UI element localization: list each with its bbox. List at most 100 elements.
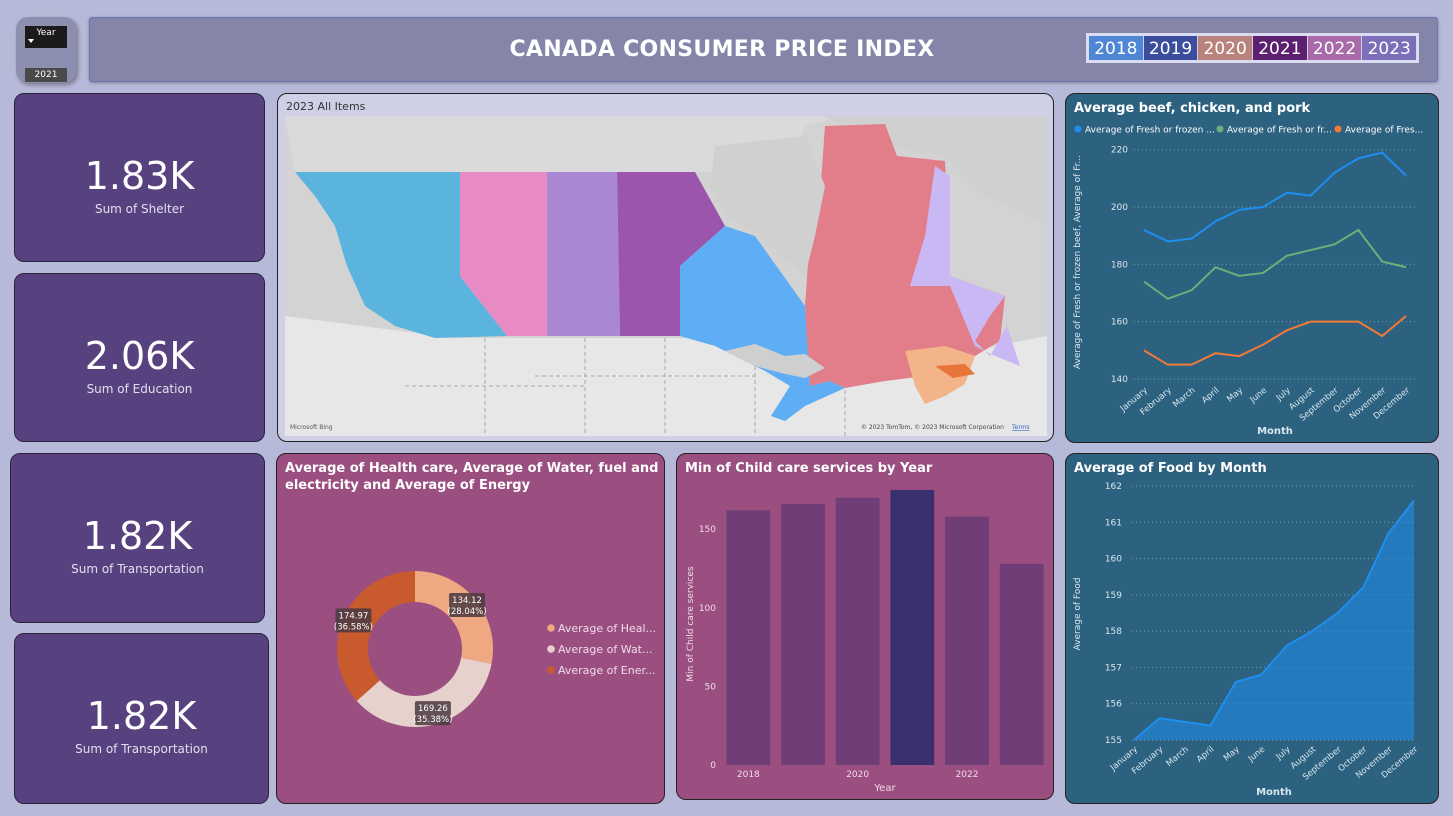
kpi-label: Sum of Transportation bbox=[71, 562, 204, 576]
x-tick-label: 2020 bbox=[846, 770, 869, 780]
legend-marker bbox=[547, 645, 555, 653]
kpi-card-transportation[interactable]: 1.82K Sum of Transportation bbox=[10, 453, 265, 623]
y-tick-label: 0 bbox=[710, 761, 716, 771]
series-line bbox=[1143, 228, 1407, 300]
map-terms-link[interactable]: Terms bbox=[1011, 424, 1030, 431]
area-fill bbox=[1134, 500, 1414, 740]
data-label-bg bbox=[335, 608, 372, 633]
legend-marker bbox=[1216, 125, 1224, 133]
x-tick-label: July bbox=[1274, 745, 1293, 763]
y-tick-label: 159 bbox=[1105, 591, 1122, 601]
bar-2020 bbox=[835, 497, 880, 765]
kpi-card-shelter[interactable]: 1.83K Sum of Shelter bbox=[14, 93, 265, 262]
kpi-label: Sum of Transportation bbox=[75, 742, 208, 756]
y-tick-label: 200 bbox=[1111, 203, 1128, 213]
map-title: 2023 All Items bbox=[286, 100, 366, 113]
province-pei[interactable] bbox=[935, 364, 975, 378]
x-tick-label: May bbox=[1225, 386, 1245, 405]
x-tick-label: 2018 bbox=[737, 770, 760, 780]
province-alberta[interactable] bbox=[460, 172, 547, 336]
data-label-bg bbox=[449, 593, 486, 618]
year-slicer[interactable]: Year 2021 bbox=[16, 17, 76, 83]
series-line bbox=[1143, 315, 1407, 366]
y-axis-title: Average of Food bbox=[1073, 578, 1083, 651]
y-tick-label: 155 bbox=[1105, 736, 1122, 746]
kpi-label: Sum of Shelter bbox=[94, 202, 185, 216]
bar-2019 bbox=[781, 504, 825, 765]
chart-title: Min of Child care services by Year bbox=[685, 461, 933, 476]
legend-label: Average of Fresh or frozen ... bbox=[1085, 126, 1215, 136]
map-logo: Microsoft Bing bbox=[290, 424, 333, 431]
legend-label: Average of Heal... bbox=[558, 622, 656, 635]
legend-label: Average of Ener... bbox=[558, 664, 655, 677]
x-tick-label: March bbox=[1171, 386, 1197, 410]
y-axis-title: Min of Child care services bbox=[686, 566, 696, 682]
year-button-group: 2018 2019 2020 2021 2022 2023 bbox=[1086, 33, 1419, 63]
bar-2022 bbox=[945, 516, 989, 765]
y-tick-label: 50 bbox=[705, 682, 717, 692]
series-line bbox=[1143, 151, 1407, 243]
data-label-value: 134.12 bbox=[452, 596, 482, 606]
year-slicer-label: Year bbox=[25, 26, 67, 40]
province-map[interactable]: Microsoft Bing © 2023 TomTom, © 2023 Mic… bbox=[285, 116, 1047, 436]
y-tick-label: 156 bbox=[1105, 700, 1122, 710]
donut-slice bbox=[415, 571, 493, 664]
y-tick-label: 140 bbox=[1111, 375, 1128, 385]
series-line bbox=[1133, 499, 1415, 741]
year-button-2021[interactable]: 2021 bbox=[1253, 36, 1308, 60]
x-tick-label: April bbox=[1200, 386, 1221, 406]
province-maritimes[interactable] bbox=[905, 346, 975, 404]
health-water-energy-panel: Average of Health care, Average of Water… bbox=[276, 453, 665, 804]
page-title: CANADA CONSUMER PRICE INDEX bbox=[509, 37, 935, 62]
northern-islands bbox=[823, 116, 1047, 226]
kpi-value: 1.83K bbox=[84, 154, 195, 198]
legend-marker bbox=[1074, 125, 1082, 133]
year-button-2020[interactable]: 2020 bbox=[1198, 36, 1254, 60]
y-tick-label: 157 bbox=[1105, 663, 1122, 673]
year-button-2023[interactable]: 2023 bbox=[1362, 36, 1417, 60]
chart-title: Average of Health care, Average of Water… bbox=[285, 460, 658, 494]
us-landmass bbox=[285, 316, 1047, 436]
x-axis-title: Month bbox=[1257, 426, 1293, 437]
data-label-pct: (35.38%) bbox=[413, 715, 452, 725]
year-button-2022[interactable]: 2022 bbox=[1307, 36, 1363, 60]
y-axis-title: Average of Fresh or frozen beef, Average… bbox=[1073, 155, 1083, 369]
province-newfoundland-labrador[interactable] bbox=[910, 166, 1020, 366]
x-tick-label: June bbox=[1246, 745, 1267, 765]
y-tick-label: 161 bbox=[1105, 518, 1122, 528]
data-label-pct: (36.58%) bbox=[334, 622, 373, 632]
chart-title-line-2: electricity and Average of Energy bbox=[285, 478, 531, 493]
kpi-card-education[interactable]: 2.06K Sum of Education bbox=[14, 273, 265, 442]
legend-marker bbox=[547, 624, 555, 632]
kpi-value: 1.82K bbox=[82, 514, 193, 558]
donut-slice bbox=[337, 571, 415, 701]
food-panel: Average of Food by Month 155 156 157 158 159… bbox=[1065, 453, 1439, 804]
year-button-2019[interactable]: 2019 bbox=[1143, 36, 1199, 60]
hudson-bay bbox=[710, 136, 825, 276]
legend-label: Average of Fresh or fr... bbox=[1227, 126, 1332, 136]
x-tick-label: 2022 bbox=[956, 770, 979, 780]
map-panel: 2023 All Items bbox=[277, 93, 1054, 442]
y-tick-label: 150 bbox=[699, 525, 716, 535]
kpi-value: 2.06K bbox=[84, 334, 195, 378]
province-quebec[interactable] bbox=[805, 124, 1005, 388]
great-lakes bbox=[725, 344, 825, 378]
y-tick-label: 220 bbox=[1111, 146, 1128, 156]
beef-chicken-pork-panel: Average beef, chicken, and pork Average … bbox=[1065, 93, 1439, 443]
data-label-pct: (28.04%) bbox=[448, 607, 487, 617]
year-slicer-value[interactable]: 2021 bbox=[25, 68, 67, 82]
year-button-2018[interactable]: 2018 bbox=[1089, 36, 1144, 60]
x-axis-title: Year bbox=[873, 783, 896, 794]
data-label-value: 169.26 bbox=[418, 704, 448, 714]
northern-territories bbox=[285, 116, 845, 196]
province-saskatchewan[interactable] bbox=[547, 172, 620, 336]
chevron-down-icon[interactable] bbox=[28, 39, 34, 43]
kpi-label: Sum of Education bbox=[86, 382, 193, 396]
donut-slice bbox=[356, 657, 492, 727]
chart-title: Average of Food by Month bbox=[1074, 461, 1267, 476]
state-borders bbox=[405, 338, 846, 436]
kpi-card-transportation-2[interactable]: 1.82K Sum of Transportation bbox=[14, 633, 269, 804]
province-british-columbia[interactable] bbox=[295, 172, 507, 338]
bar-2018 bbox=[726, 510, 771, 765]
province-manitoba[interactable] bbox=[617, 172, 725, 336]
